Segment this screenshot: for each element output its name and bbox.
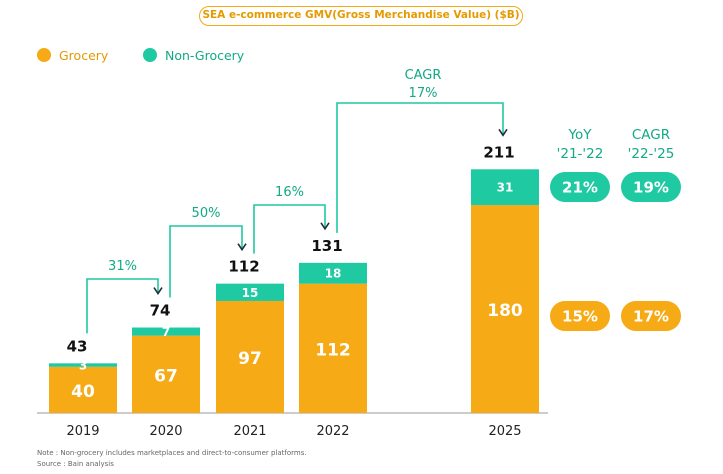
chart-title: SEA e-commerce GMV(Gross Merchandise Val…	[199, 6, 523, 26]
x-tick-label-2022: 2022	[316, 424, 349, 439]
legend-label-grocery: Grocery	[59, 47, 109, 63]
chart-note: Note : Non-grocery includes marketplaces…	[37, 449, 307, 457]
growth-arrowhead-2020-2021	[237, 243, 247, 252]
bar-non-grocery-2025	[471, 169, 539, 206]
x-tick-label-2019: 2019	[66, 424, 99, 439]
total-label-2022: 131	[311, 237, 342, 255]
growth-arrowhead-2019-2020	[153, 287, 163, 295]
x-tick-label-2020: 2020	[149, 424, 182, 439]
growth-pill-1-0	[550, 301, 610, 331]
x-tick-label-2025: 2025	[488, 424, 521, 439]
data-label-non-grocery-2021: 15	[242, 286, 259, 300]
data-label-grocery-2022: 112	[315, 340, 351, 360]
growth-label-line1-2022-2025: CAGR	[405, 68, 442, 83]
data-label-grocery-2021: 97	[238, 349, 262, 369]
bar-grocery-2025	[471, 205, 539, 413]
growth-header-line2-1: '22-'25	[628, 146, 675, 162]
growth-header-line1-0: YoY	[568, 127, 593, 143]
chart-source: Source : Bain analysis	[37, 460, 114, 468]
legend-swatch-non-grocery	[143, 48, 157, 62]
growth-header-line2-0: '21-'22	[557, 146, 604, 162]
growth-pill-0-0	[550, 172, 610, 202]
growth-connector-2020-2021	[169, 225, 243, 298]
growth-label-2020-2021: 50%	[192, 206, 221, 221]
growth-pill-0-1	[621, 172, 681, 202]
growth-label-line2-2022-2025: 17%	[409, 86, 438, 101]
data-label-grocery-2019: 40	[71, 382, 95, 402]
growth-pill-1-1	[621, 301, 681, 331]
growth-connector-2019-2020	[86, 278, 159, 334]
bar-non-grocery-2021	[216, 283, 284, 301]
bar-non-grocery-2022	[299, 262, 367, 284]
growth-arrowhead-2022-2025	[498, 128, 508, 137]
growth-header-line1-1: CAGR	[632, 127, 670, 143]
growth-pill-label-1-1: 17%	[633, 308, 669, 326]
data-label-grocery-2025: 180	[487, 301, 523, 321]
growth-pill-label-1-0: 15%	[562, 308, 598, 326]
growth-label-2019-2020: 31%	[108, 259, 137, 274]
total-label-2019: 43	[67, 337, 88, 355]
total-label-2020: 74	[150, 302, 171, 320]
legend-item-grocery: Grocery	[37, 47, 108, 63]
legend-label-non-grocery: Non-Grocery	[165, 47, 245, 63]
bar-grocery-2019	[49, 366, 117, 413]
data-label-non-grocery-2025: 31	[497, 181, 514, 195]
total-label-2021: 112	[228, 258, 259, 276]
growth-arrowhead-2021-2022	[320, 222, 330, 231]
legend-swatch-grocery	[37, 48, 51, 62]
data-label-non-grocery-2020: 7	[162, 325, 170, 339]
data-label-non-grocery-2022: 18	[325, 267, 342, 281]
bar-grocery-2021	[216, 300, 284, 413]
growth-label-2021-2022: 16%	[275, 185, 304, 200]
bar-non-grocery-2019	[49, 363, 117, 367]
growth-connector-2021-2022	[253, 204, 326, 254]
growth-pill-label-0-0: 21%	[562, 179, 598, 197]
bar-grocery-2022	[299, 283, 367, 413]
bar-non-grocery-2020	[132, 327, 200, 336]
bar-grocery-2020	[132, 335, 200, 413]
data-label-grocery-2020: 67	[154, 366, 178, 386]
total-label-2025: 211	[483, 143, 514, 161]
growth-connector-2022-2025	[336, 102, 504, 233]
growth-pill-label-0-1: 19%	[633, 179, 669, 197]
x-tick-label-2021: 2021	[233, 424, 266, 439]
legend-item-non-grocery: Non-Grocery	[143, 47, 244, 63]
data-label-non-grocery-2019: 3	[79, 359, 87, 373]
